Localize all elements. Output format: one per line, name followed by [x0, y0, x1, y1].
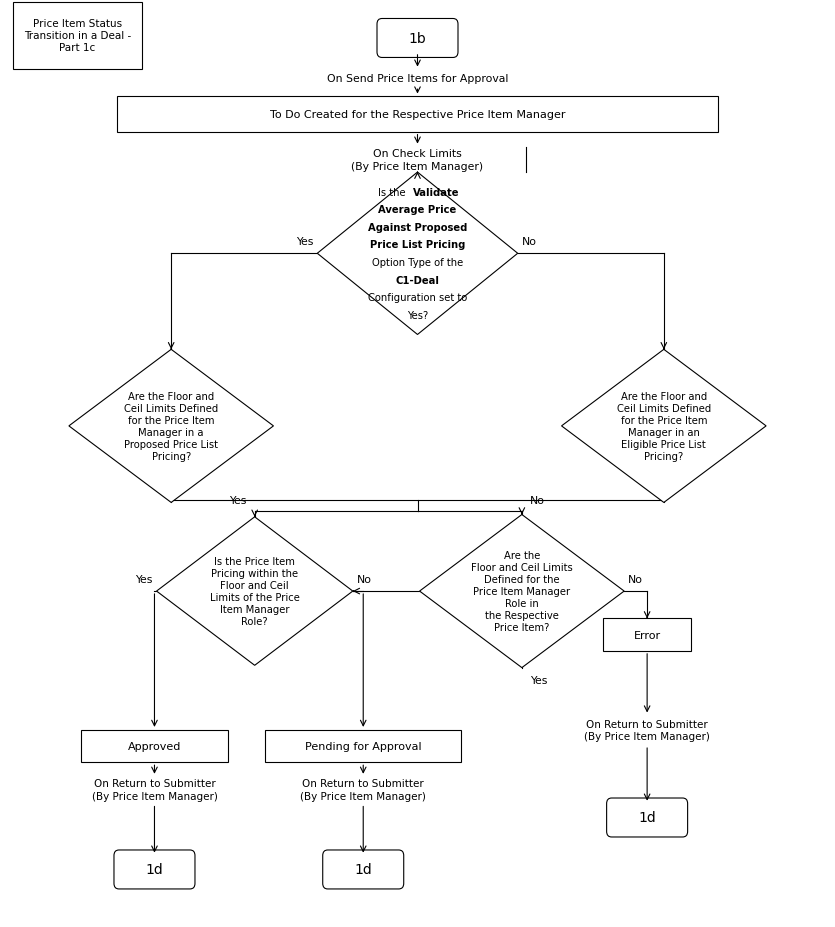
FancyBboxPatch shape [603, 619, 691, 651]
Text: Yes: Yes [229, 495, 246, 505]
Text: Price List Pricing: Price List Pricing [370, 240, 465, 250]
FancyBboxPatch shape [377, 19, 458, 58]
Text: Average Price: Average Price [378, 205, 457, 215]
Text: Yes: Yes [135, 574, 152, 584]
Text: On Return to Submitter
(By Price Item Manager): On Return to Submitter (By Price Item Ma… [92, 779, 217, 801]
Text: On Send Price Items for Approval: On Send Price Items for Approval [326, 74, 509, 83]
Text: 1d: 1d [354, 862, 372, 877]
Text: 1d: 1d [638, 810, 656, 825]
Text: Validate: Validate [413, 187, 460, 197]
FancyBboxPatch shape [606, 798, 688, 837]
FancyBboxPatch shape [114, 850, 195, 889]
Text: Yes?: Yes? [407, 311, 428, 321]
Polygon shape [562, 349, 767, 502]
Text: To Do Created for the Respective Price Item Manager: To Do Created for the Respective Price I… [270, 110, 565, 120]
Text: On Check Limits
(By Price Item Manager): On Check Limits (By Price Item Manager) [352, 149, 483, 171]
Text: On Return to Submitter
(By Price Item Manager): On Return to Submitter (By Price Item Ma… [584, 719, 710, 742]
Text: Are the Floor and
Ceil Limits Defined
for the Price Item
Manager in a
Proposed P: Are the Floor and Ceil Limits Defined fo… [124, 391, 218, 462]
Polygon shape [68, 349, 274, 502]
Text: Error: Error [634, 630, 660, 640]
FancyBboxPatch shape [82, 730, 227, 762]
Text: 1d: 1d [145, 862, 164, 877]
Text: Configuration set to: Configuration set to [368, 293, 467, 303]
Polygon shape [419, 514, 625, 667]
Polygon shape [157, 517, 352, 666]
Text: Is the Price Item
Pricing within the
Floor and Ceil
Limits of the Price
Item Man: Is the Price Item Pricing within the Flo… [210, 556, 300, 627]
FancyBboxPatch shape [117, 97, 718, 133]
Text: Against Proposed: Against Proposed [367, 222, 468, 233]
Text: Yes: Yes [296, 236, 313, 247]
Text: Approved: Approved [128, 742, 181, 751]
Text: No: No [629, 574, 643, 584]
Text: Are the
Floor and Ceil Limits
Defined for the
Price Item Manager
Role in
the Res: Are the Floor and Ceil Limits Defined fo… [471, 551, 573, 632]
Text: No: No [530, 495, 545, 505]
Text: 1b: 1b [408, 32, 427, 46]
Text: Yes: Yes [530, 675, 548, 685]
Text: Pending for Approval: Pending for Approval [305, 742, 422, 751]
Text: Price Item Status
Transition in a Deal -
Part 1c: Price Item Status Transition in a Deal -… [23, 19, 131, 53]
FancyBboxPatch shape [322, 850, 404, 889]
Text: On Return to Submitter
(By Price Item Manager): On Return to Submitter (By Price Item Ma… [301, 779, 426, 801]
Text: Are the Floor and
Ceil Limits Defined
for the Price Item
Manager in an
Eligible : Are the Floor and Ceil Limits Defined fo… [617, 391, 711, 462]
Text: C1-Deal: C1-Deal [396, 275, 439, 286]
FancyBboxPatch shape [266, 730, 461, 762]
Text: Is the: Is the [378, 187, 409, 197]
Text: No: No [357, 574, 372, 584]
Polygon shape [317, 172, 518, 335]
Text: No: No [522, 236, 537, 247]
Text: Option Type of the: Option Type of the [372, 258, 463, 268]
FancyBboxPatch shape [13, 3, 142, 70]
